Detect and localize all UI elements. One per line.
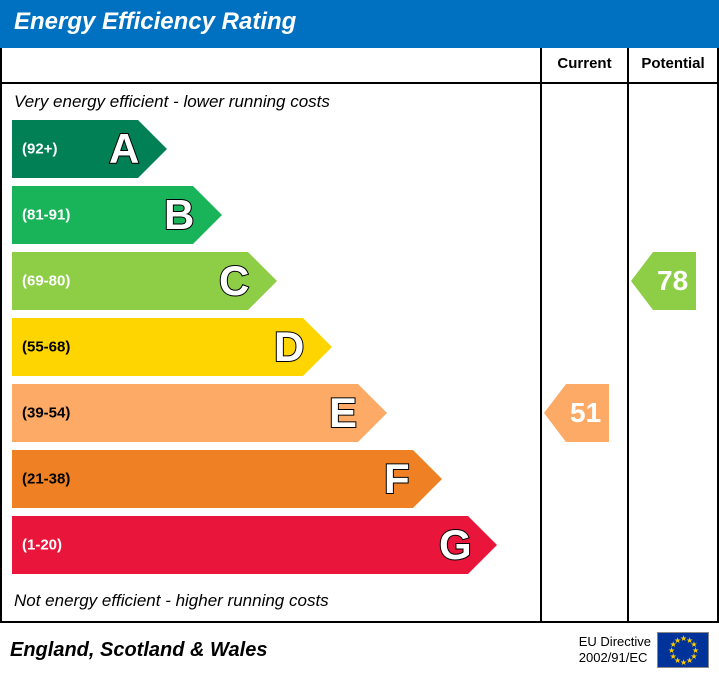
- caption-efficient: Very energy efficient - lower running co…: [14, 92, 330, 112]
- band-letter-label: G: [439, 521, 472, 569]
- chart-title: Energy Efficiency Rating: [14, 8, 296, 35]
- band-range-label: (55-68): [22, 339, 70, 356]
- caption-inefficient: Not energy efficient - higher running co…: [14, 591, 329, 611]
- band-range-label: (81-91): [22, 207, 70, 224]
- band-letter-label: A: [109, 125, 139, 173]
- band-range-label: (92+): [22, 141, 57, 158]
- band-range-label: (39-54): [22, 405, 70, 422]
- column-divider-2: [627, 48, 629, 621]
- chart-body: Current Potential Very energy efficient …: [0, 48, 719, 623]
- band-d: (55-68) D: [12, 318, 332, 376]
- current-rating-value: 51: [566, 384, 609, 442]
- directive-line-2: 2002/91/EC: [579, 650, 651, 666]
- band-range-label: (1-20): [22, 537, 62, 554]
- potential-rating-value: 78: [653, 252, 696, 310]
- band-letter-label: E: [329, 389, 357, 437]
- eu-flag-icon: ★★★★★★★★★★★★: [657, 632, 709, 668]
- band-g: (1-20) G: [12, 516, 497, 574]
- band-letter-label: F: [384, 455, 410, 503]
- band-c: (69-80) C: [12, 252, 277, 310]
- band-letter-label: D: [274, 323, 304, 371]
- epc-chart: Energy Efficiency Rating Current Potenti…: [0, 0, 719, 675]
- band-e: (39-54) E: [12, 384, 387, 442]
- band-range-label: (21-38): [22, 471, 70, 488]
- arrow-tip-icon: [544, 384, 566, 442]
- directive-line-1: EU Directive: [579, 634, 651, 650]
- band-a: (92+) A: [12, 120, 167, 178]
- band-letter-label: B: [164, 191, 194, 239]
- band-f: (21-38) F: [12, 450, 442, 508]
- current-rating-arrow: 51: [544, 384, 609, 442]
- footer-region: England, Scotland & Wales: [10, 639, 267, 662]
- arrow-tip-icon: [631, 252, 653, 310]
- column-divider-1: [540, 48, 542, 621]
- eu-star-icon: ★: [674, 636, 681, 645]
- header-row: Current Potential: [2, 48, 717, 84]
- footer: England, Scotland & Wales EU Directive 2…: [0, 625, 719, 675]
- footer-right: EU Directive 2002/91/EC ★★★★★★★★★★★★: [579, 632, 709, 668]
- band-letter-label: C: [219, 257, 249, 305]
- band-range-label: (69-80): [22, 273, 70, 290]
- potential-rating-arrow: 78: [631, 252, 696, 310]
- footer-directive: EU Directive 2002/91/EC: [579, 634, 651, 665]
- header-potential: Potential: [629, 55, 717, 72]
- band-b: (81-91) B: [12, 186, 222, 244]
- title-bar: Energy Efficiency Rating: [0, 0, 719, 48]
- header-current: Current: [542, 55, 627, 72]
